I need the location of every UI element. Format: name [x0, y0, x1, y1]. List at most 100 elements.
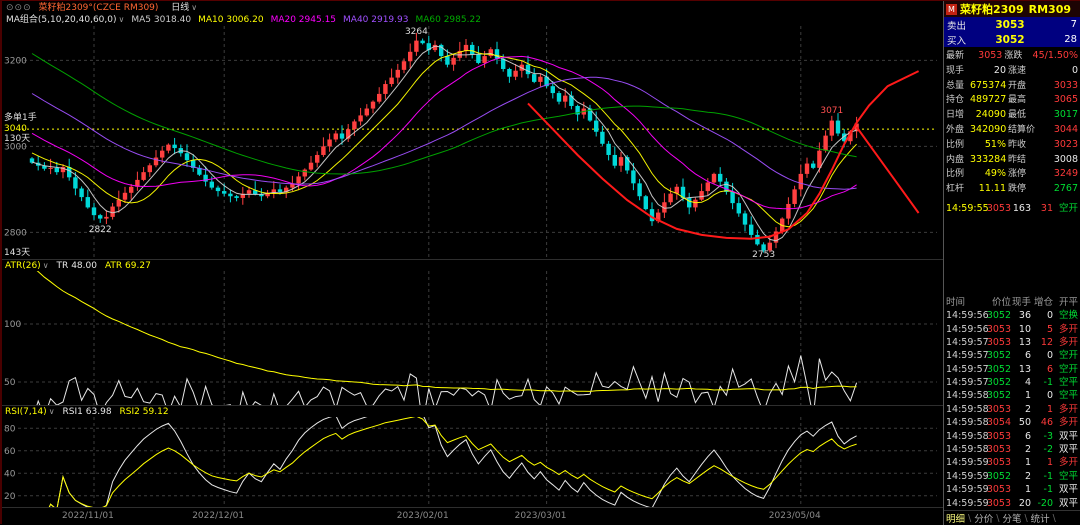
- tick-price: 3053: [986, 323, 1011, 336]
- ma-indicator-label: MA组合(5,10,20,40,60,0): [6, 15, 117, 25]
- rsi-axis-label: 40: [4, 469, 16, 479]
- tick-volume: 13: [1011, 336, 1031, 349]
- tab-统计[interactable]: 统计: [1031, 511, 1050, 525]
- tick-volume: 2: [1011, 443, 1031, 456]
- bid-price: 3052: [973, 34, 1047, 46]
- period-label: 日线: [171, 3, 189, 13]
- ask-row[interactable]: 卖出 3053 7: [944, 17, 1080, 32]
- tick-openclose: 多开: [1053, 323, 1078, 336]
- tick-delta: 0: [1031, 389, 1053, 402]
- quote-field-label: 现手: [946, 64, 970, 79]
- quote-field-label: 比例: [946, 167, 970, 182]
- quote-field-label: 结算价: [1008, 123, 1038, 138]
- position-marker-label: 多单1手: [4, 111, 37, 123]
- tick-delta: 5: [1031, 323, 1053, 336]
- quote-field-label: 昨结: [1008, 153, 1038, 168]
- tab-分笔[interactable]: 分笔: [1002, 511, 1021, 525]
- tick-price: 3052: [986, 389, 1011, 402]
- quote-field-value: 24090: [970, 108, 1006, 123]
- rsi2-label: RSI2: [120, 407, 140, 417]
- chart-nav-dots[interactable]: ⊙⊙⊙: [6, 3, 32, 13]
- quote-field-value: 49%: [970, 167, 1006, 182]
- tab-分价[interactable]: 分价: [974, 511, 993, 525]
- quote-field-label: 涨停: [1008, 167, 1038, 182]
- tick-openclose: 多开: [1053, 416, 1078, 429]
- tick-openclose: 空平: [1053, 389, 1078, 402]
- main-chart-canvas[interactable]: 320030002800多单1手3040130天143天326428222753…: [2, 26, 943, 259]
- tab-separator: \: [996, 513, 999, 524]
- bid-qty: 28: [1047, 34, 1077, 45]
- tick-openclose: 空开: [1053, 349, 1078, 362]
- bid-row[interactable]: 买入 3052 28: [944, 32, 1080, 47]
- tick-time: 14:59:58: [946, 389, 986, 402]
- tick-price: 3053: [986, 403, 1011, 416]
- chevron-down-icon: ∨: [43, 261, 49, 270]
- ma-legend-item: MA5 3018.40: [131, 15, 191, 25]
- price-annotation: 2753: [752, 250, 775, 259]
- tick-time: 14:59:58: [946, 430, 986, 443]
- tick-volume: 1: [1011, 389, 1031, 402]
- tick-delta: -1: [1031, 470, 1053, 483]
- ask-label: 卖出: [947, 18, 973, 32]
- quote-field-value: 675374: [970, 79, 1006, 94]
- quote-field-label: 总量: [946, 79, 970, 94]
- tick-openclose: 空开: [1053, 202, 1078, 215]
- atr-indicator-dropdown[interactable]: ATR(26)∨: [5, 261, 49, 271]
- date-label: 2023/03/01: [515, 511, 567, 521]
- tick-price: 3053: [986, 202, 1011, 215]
- tick-volume: 20: [1011, 497, 1031, 510]
- atr-axis-label: 50: [4, 378, 16, 388]
- rsi1-label: RSI1: [63, 407, 83, 417]
- tick-header-cell: 时间: [946, 296, 986, 309]
- chevron-down-icon: ∨: [191, 3, 197, 12]
- tick-volume: 13: [1011, 363, 1031, 376]
- tick-price: 3053: [986, 497, 1011, 510]
- tick-openclose: 双平: [1053, 443, 1078, 456]
- tab-明细[interactable]: 明细: [946, 511, 965, 525]
- tick-table-header: 时间价位现手增仓开平: [944, 296, 1080, 309]
- quote-field-value: 2767: [1038, 182, 1078, 197]
- tick-delta: 6: [1031, 363, 1053, 376]
- quote-field-value: 3033: [1038, 79, 1078, 94]
- tick-price: 3052: [986, 376, 1011, 389]
- position-marker-label: 130天: [4, 134, 30, 144]
- tick-time: 14:59:57: [946, 363, 986, 376]
- atr-value: 69.27: [125, 261, 151, 271]
- price-annotation: 3264: [405, 27, 428, 37]
- ask-price: 3053: [973, 19, 1047, 31]
- tick-price: 3053: [986, 456, 1011, 469]
- tick-header-cell: 开平: [1053, 296, 1078, 309]
- tick-price: 3054: [986, 416, 1011, 429]
- tick-delta: 1: [1031, 403, 1053, 416]
- chevron-down-icon: ∨: [49, 407, 55, 416]
- ma-indicator-dropdown[interactable]: MA组合(5,10,20,40,60,0)∨: [6, 15, 124, 25]
- period-dropdown[interactable]: 日线∨: [171, 3, 197, 13]
- tick-delta: 0: [1031, 309, 1053, 322]
- rsi-indicator-dropdown[interactable]: RSI(7,14)∨: [5, 407, 55, 417]
